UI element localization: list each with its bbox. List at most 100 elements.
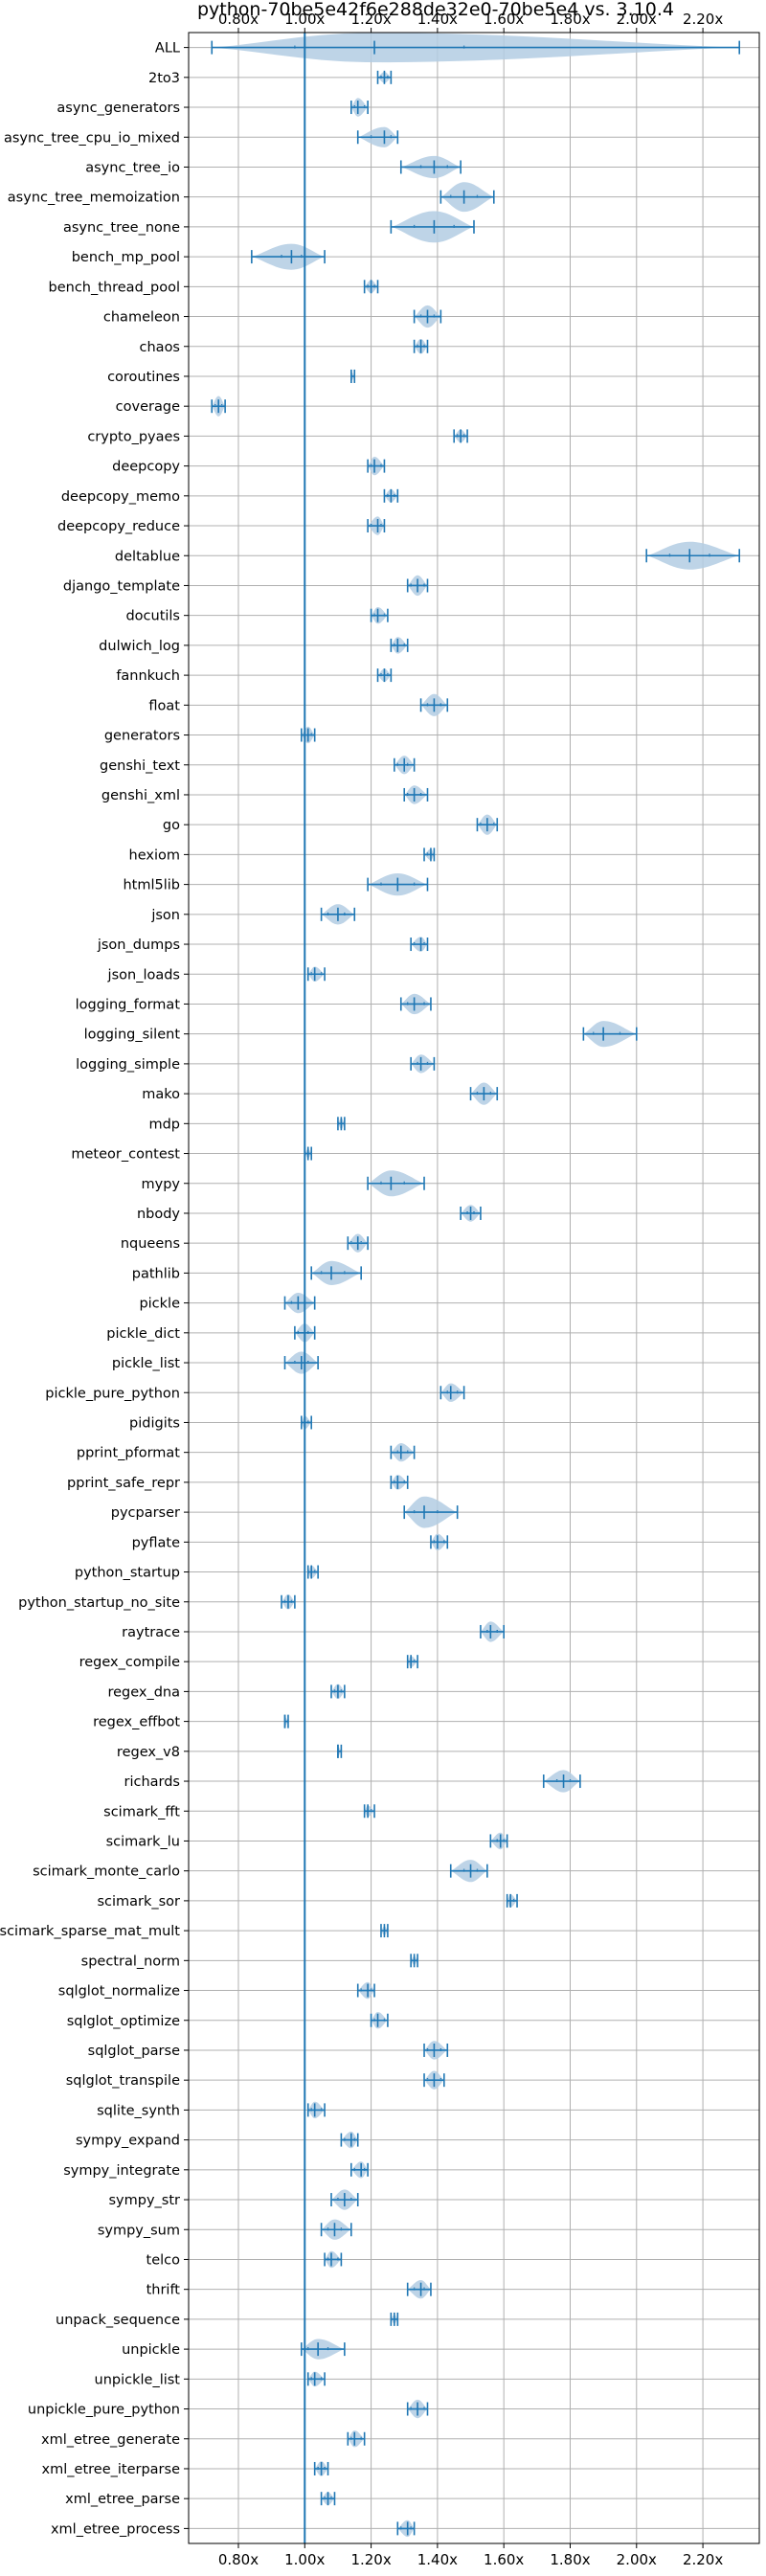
- category-label: sqlglot_transpile: [66, 2073, 180, 2089]
- category-label: raytrace: [122, 1625, 180, 1640]
- category-label: pathlib: [132, 1266, 180, 1281]
- category-label: pickle_dict: [106, 1326, 180, 1342]
- category-label: pycparser: [111, 1505, 180, 1521]
- category-label: sympy_sum: [98, 2223, 180, 2238]
- category-label: async_tree_cpu_io_mixed: [4, 130, 180, 146]
- category-label: scimark_fft: [103, 1804, 180, 1819]
- category-label: pickle: [139, 1297, 180, 1312]
- category-label: nqueens: [121, 1236, 180, 1252]
- category-label: logging_silent: [84, 1028, 181, 1043]
- category-label: xml_etree_process: [51, 2521, 180, 2537]
- category-label: deepcopy_memo: [61, 489, 180, 505]
- x-tick-label-top: 2.00x: [617, 11, 657, 28]
- category-label: logging_format: [76, 997, 181, 1012]
- category-label: pprint_pformat: [77, 1446, 180, 1461]
- category-label: sympy_str: [109, 2193, 181, 2208]
- category-label: unpickle_pure_python: [28, 2403, 180, 2418]
- category-label: sympy_integrate: [63, 2163, 180, 2179]
- category-label: logging_simple: [76, 1057, 180, 1073]
- category-label: mako: [142, 1087, 180, 1102]
- x-tick-label-bottom: 2.20x: [683, 2551, 723, 2568]
- category-label: html5lib: [123, 878, 180, 893]
- category-label: thrift: [146, 2283, 181, 2298]
- category-label: coverage: [116, 399, 180, 415]
- category-label: pprint_safe_repr: [67, 1476, 180, 1491]
- category-label: sqlglot_optimize: [67, 2014, 180, 2029]
- category-label: regex_effbot: [93, 1715, 180, 1730]
- category-label: sqlglot_parse: [88, 2044, 180, 2059]
- category-label: json_dumps: [97, 938, 180, 953]
- category-label: unpack_sequence: [56, 2313, 180, 2328]
- x-tick-label-bottom: 1.00x: [284, 2551, 325, 2568]
- category-label: deepcopy_reduce: [57, 519, 180, 534]
- category-label: dulwich_log: [99, 639, 180, 654]
- category-label: generators: [104, 729, 180, 744]
- x-tick-label-top: 1.40x: [417, 11, 458, 28]
- category-label: pickle_list: [112, 1356, 180, 1371]
- category-label: sympy_expand: [76, 2134, 180, 2149]
- category-label: regex_dna: [107, 1684, 180, 1700]
- category-label: sqlglot_normalize: [58, 1984, 180, 2000]
- category-label: regex_v8: [117, 1745, 180, 1760]
- category-label: richards: [124, 1774, 180, 1790]
- category-label: async_generators: [56, 101, 180, 116]
- category-label: bench_thread_pool: [49, 280, 180, 295]
- plot-area: [189, 33, 759, 2543]
- category-label: go: [163, 818, 180, 833]
- chart-title: python-70be5e42f6e288de32e0-70be5e4 vs. …: [197, 0, 674, 20]
- category-label: chameleon: [103, 310, 180, 326]
- category-label: telco: [146, 2252, 181, 2268]
- category-label: json: [150, 908, 180, 923]
- category-label: ALL: [155, 41, 180, 56]
- category-label: regex_compile: [79, 1655, 180, 1670]
- plot-frame: [188, 32, 760, 2544]
- category-label: xml_etree_iterparse: [42, 2462, 181, 2477]
- category-label: mypy: [142, 1177, 181, 1192]
- category-label: genshi_text: [100, 758, 180, 774]
- category-label: coroutines: [107, 370, 180, 385]
- category-label: mdp: [148, 1117, 180, 1132]
- x-tick-label-top: 0.80x: [218, 11, 259, 28]
- category-label: async_tree_io: [85, 160, 180, 175]
- x-tick-label-top: 1.00x: [284, 11, 325, 28]
- x-tick-label-bottom: 1.40x: [417, 2551, 458, 2568]
- category-label: crypto_pyaes: [87, 429, 180, 444]
- category-label: xml_etree_parse: [65, 2492, 180, 2507]
- category-label: python_startup: [75, 1566, 180, 1581]
- category-label: async_tree_memoization: [8, 191, 180, 206]
- category-label: scimark_monte_carlo: [33, 1864, 180, 1880]
- x-tick-label-bottom: 1.60x: [484, 2551, 524, 2568]
- category-label: json_loads: [107, 967, 180, 983]
- category-label: hexiom: [129, 847, 180, 863]
- x-tick-label-bottom: 2.00x: [617, 2551, 657, 2568]
- category-label: xml_etree_generate: [41, 2432, 180, 2448]
- category-label: unpickle: [122, 2342, 180, 2358]
- category-label: pidigits: [129, 1415, 180, 1431]
- category-label: pickle_pure_python: [45, 1386, 180, 1401]
- category-label: 2to3: [148, 71, 180, 86]
- category-label: nbody: [137, 1207, 180, 1222]
- category-label: meteor_contest: [71, 1147, 180, 1163]
- x-tick-label-top: 2.20x: [683, 11, 723, 28]
- x-tick-label-bottom: 1.80x: [550, 2551, 590, 2568]
- category-label: django_template: [63, 578, 180, 594]
- category-label: unpickle_list: [95, 2372, 181, 2387]
- category-label: chaos: [140, 340, 180, 355]
- x-tick-label-bottom: 0.80x: [218, 2551, 259, 2568]
- category-label: python_startup_no_site: [18, 1595, 180, 1611]
- category-label: spectral_norm: [81, 1954, 180, 1969]
- category-label: scimark_lu: [106, 1834, 180, 1849]
- category-label: scimark_sor: [97, 1894, 180, 1909]
- category-label: genshi_xml: [101, 788, 180, 803]
- category-label: pyflate: [132, 1535, 180, 1550]
- category-label: scimark_sparse_mat_mult: [0, 1924, 180, 1939]
- x-tick-label-top: 1.80x: [550, 11, 590, 28]
- category-label: fannkuch: [116, 668, 180, 684]
- category-label: float: [148, 698, 180, 713]
- category-label: sqlite_synth: [97, 2103, 180, 2118]
- category-label: deepcopy: [112, 460, 180, 475]
- x-tick-label-top: 1.60x: [484, 11, 524, 28]
- category-label: docutils: [125, 609, 180, 624]
